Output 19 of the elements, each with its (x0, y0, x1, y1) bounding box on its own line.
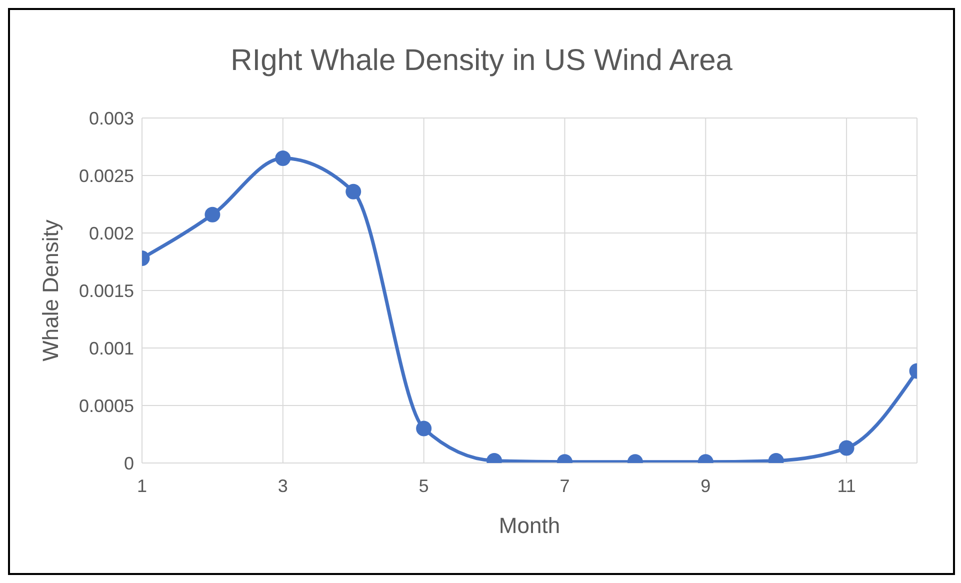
x-tick-label: 3 (278, 476, 288, 496)
y-tick-label: 0.0015 (78, 280, 134, 301)
x-tick-label: 1 (136, 476, 148, 496)
y-tick-label: 0.0025 (78, 166, 134, 186)
y-tick-label: 0.001 (88, 338, 134, 358)
point (275, 150, 291, 166)
point (204, 206, 220, 222)
x-tick-label: 7 (560, 476, 570, 496)
point (346, 184, 362, 200)
chart-title: RIght Whale Density in US Wind Area (230, 44, 734, 78)
y-tick-label: 0 (124, 453, 134, 474)
y-tick-label: 0.003 (88, 108, 134, 128)
y-tick-label: 0.002 (88, 223, 134, 244)
x-tick-label: 5 (418, 476, 429, 496)
x-axis-title: Month (498, 513, 560, 538)
x-tick-label: 9 (700, 476, 711, 496)
y-tick-label: 0.0005 (78, 396, 134, 416)
y-axis-title: Whale Density (38, 220, 63, 362)
x-tick-label: 11 (837, 476, 856, 496)
